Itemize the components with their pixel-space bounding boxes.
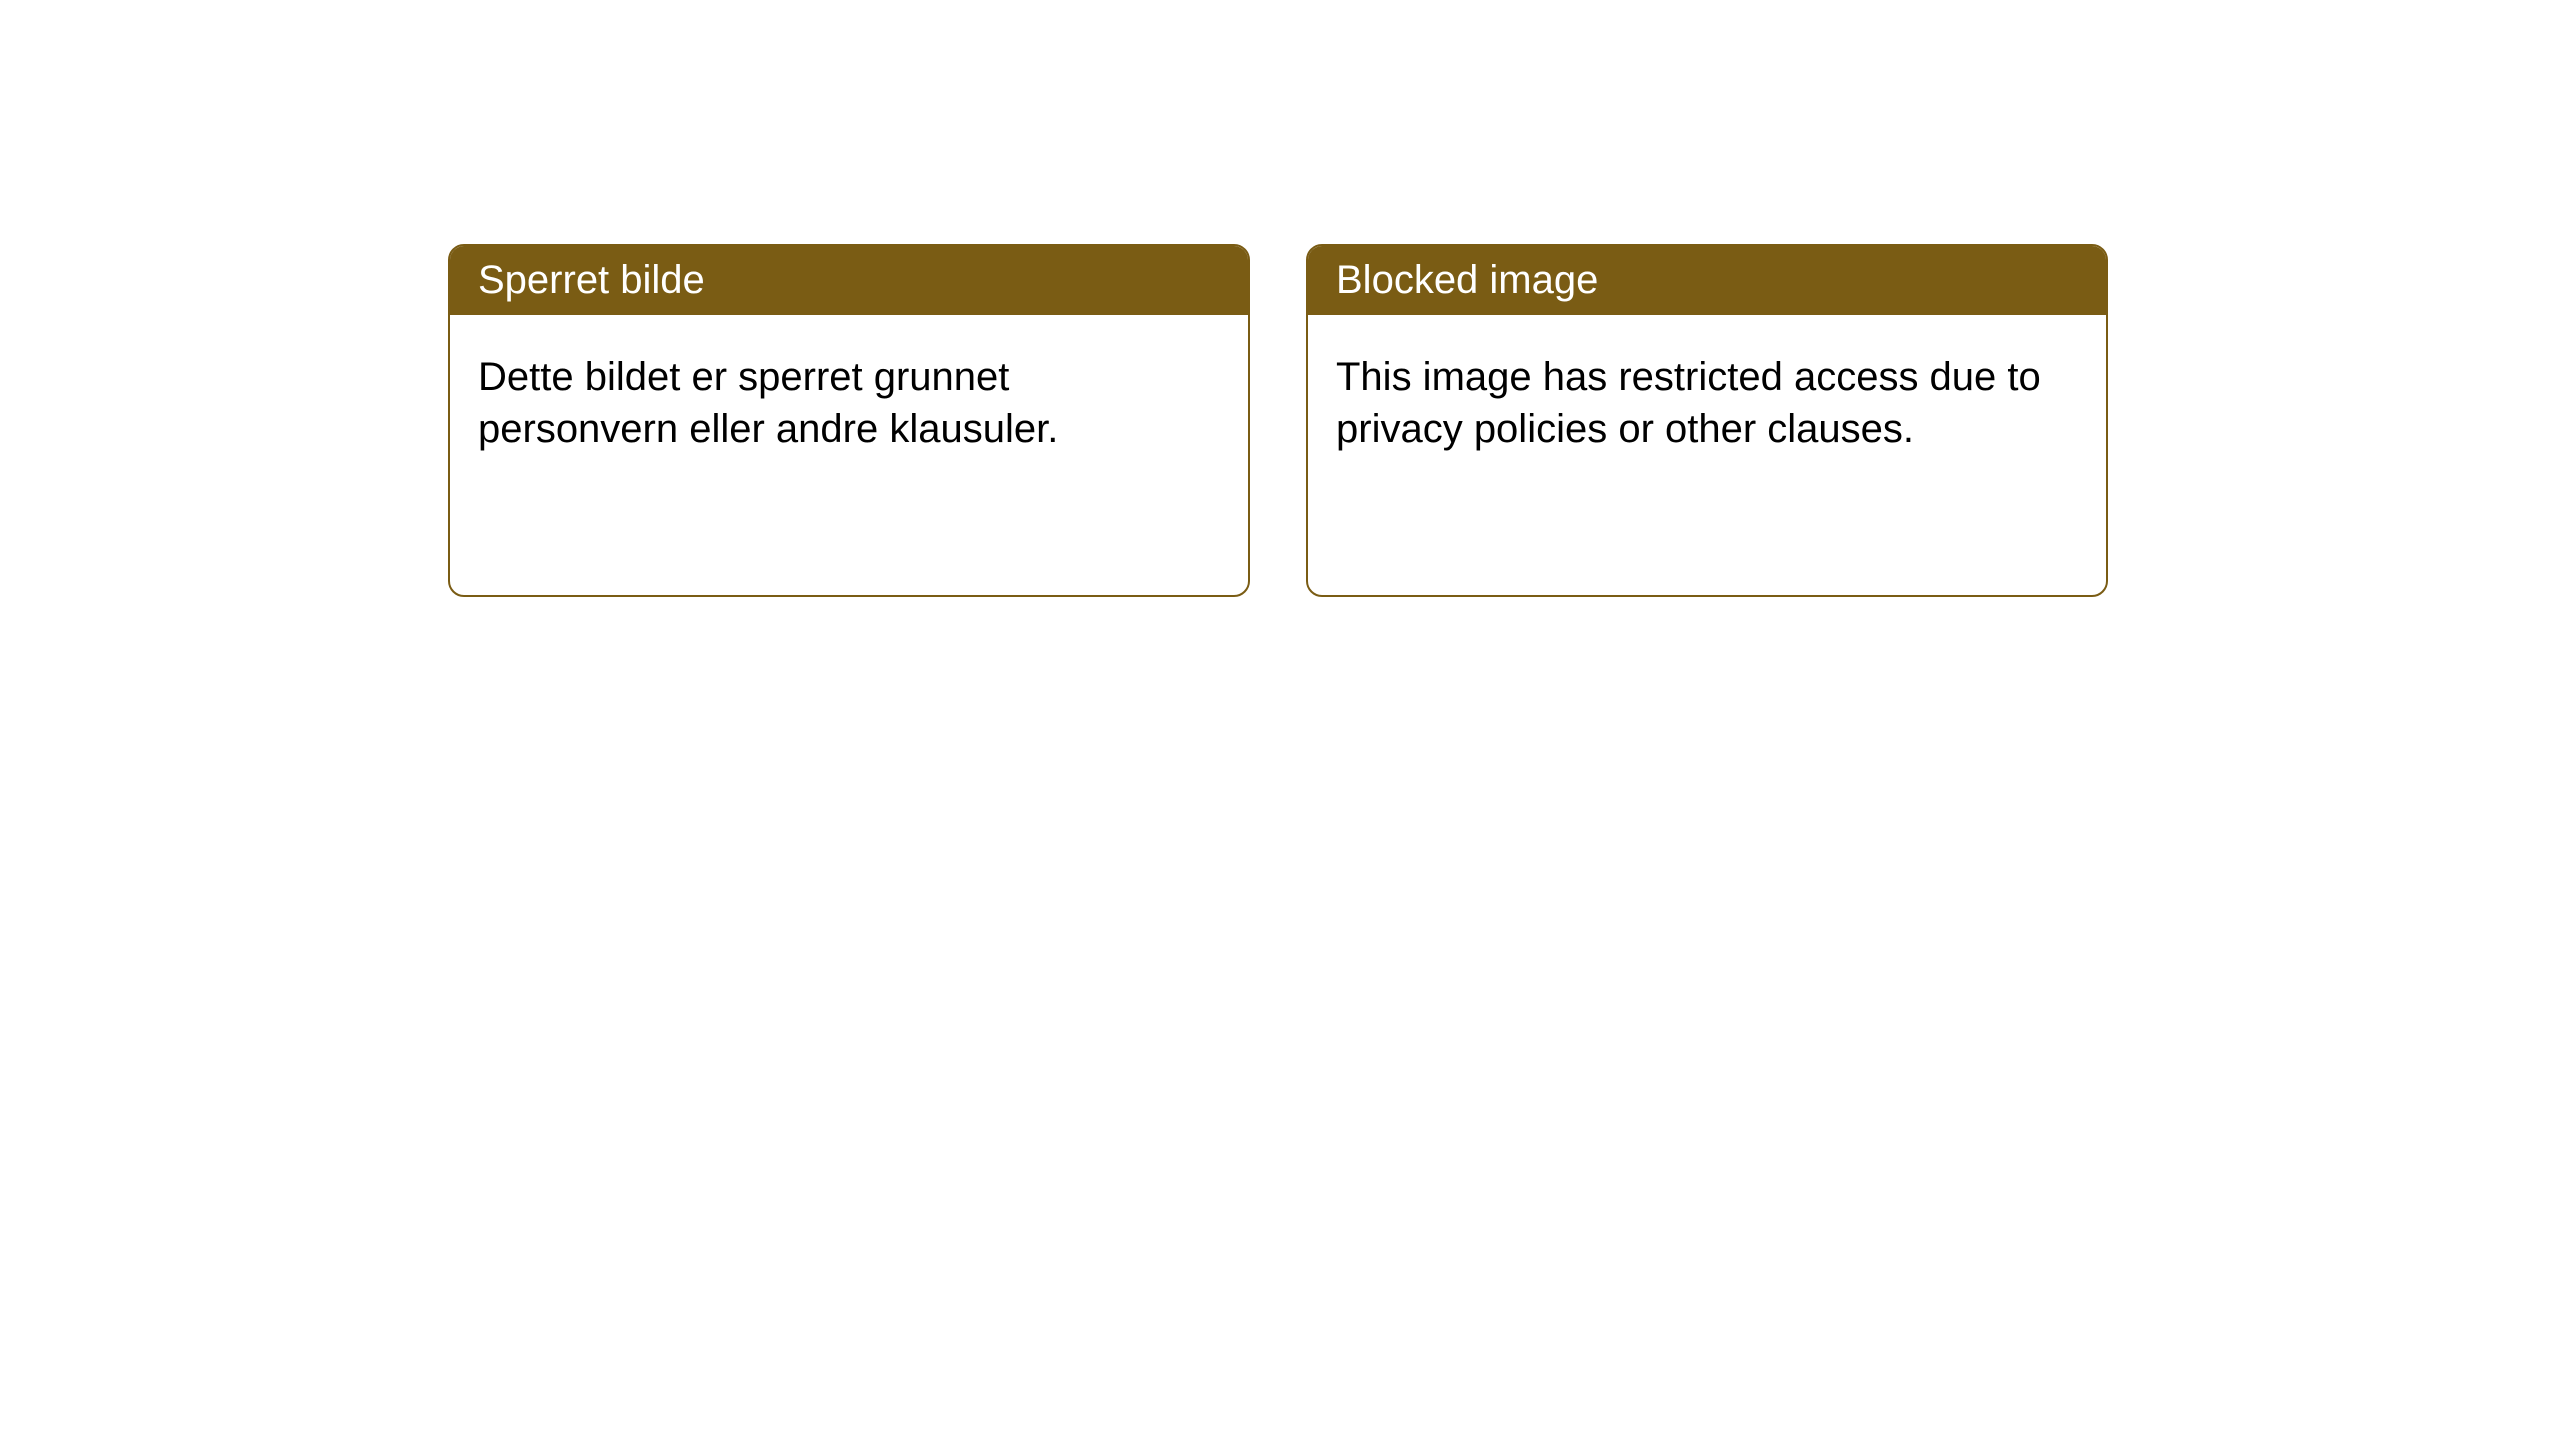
notice-body-english: This image has restricted access due to … xyxy=(1308,315,2106,595)
notice-title-norwegian: Sperret bilde xyxy=(450,246,1248,315)
notice-card-norwegian: Sperret bilde Dette bildet er sperret gr… xyxy=(448,244,1250,597)
notice-title-english: Blocked image xyxy=(1308,246,2106,315)
notice-container: Sperret bilde Dette bildet er sperret gr… xyxy=(0,0,2560,597)
notice-card-english: Blocked image This image has restricted … xyxy=(1306,244,2108,597)
notice-body-norwegian: Dette bildet er sperret grunnet personve… xyxy=(450,315,1248,595)
